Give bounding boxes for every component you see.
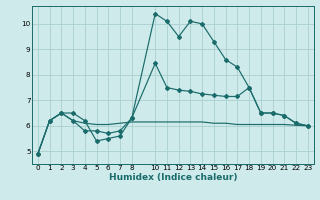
X-axis label: Humidex (Indice chaleur): Humidex (Indice chaleur) — [108, 173, 237, 182]
